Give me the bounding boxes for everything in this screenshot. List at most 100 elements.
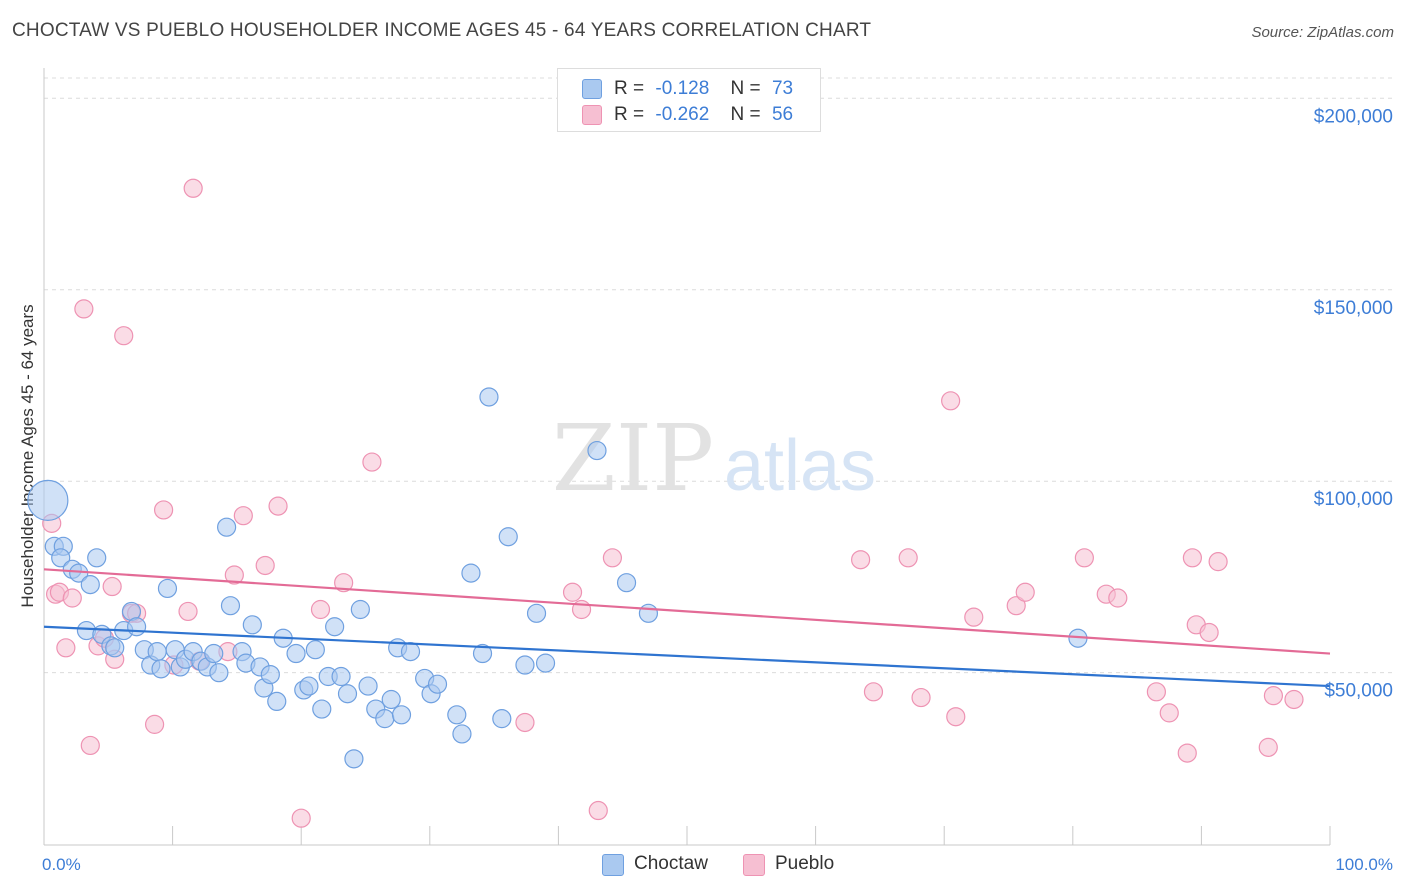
x-tick-label: 100.0%	[1335, 855, 1393, 874]
choctaw-r-label: R =	[614, 78, 645, 99]
choctaw-n-label: N =	[730, 78, 761, 99]
choctaw-point	[299, 676, 319, 696]
choctaw-point	[452, 724, 472, 744]
pueblo-point	[114, 326, 134, 346]
pueblo-point	[1159, 703, 1179, 723]
choctaw-point	[358, 676, 378, 696]
pueblo-r-value: -0.262	[655, 104, 710, 125]
choctaw-point	[242, 615, 262, 635]
pueblo-point	[362, 452, 382, 472]
pueblo-point	[515, 712, 535, 733]
source-label: Source: ZipAtlas.com	[1251, 24, 1394, 41]
choctaw-trend-line	[43, 625, 1331, 688]
y-tick-label: $150,000	[1314, 298, 1393, 319]
pueblo-point	[602, 548, 623, 568]
pueblo-point	[291, 808, 311, 828]
axes	[43, 68, 1331, 846]
pueblo-point	[1182, 548, 1202, 568]
watermark: ZIP atlas	[552, 405, 876, 512]
pueblo-point	[1284, 689, 1304, 710]
pueblo-point	[268, 496, 288, 516]
choctaw-point	[80, 575, 100, 595]
choctaw-point	[267, 691, 287, 712]
choctaw-point	[151, 659, 171, 679]
choctaw-point	[27, 479, 69, 521]
choctaw-point	[381, 689, 401, 710]
pueblo-point	[80, 735, 100, 756]
pueblo-point	[233, 506, 253, 526]
pueblo-point	[178, 601, 198, 622]
pueblo-point	[153, 500, 174, 520]
y-tick-label: $50,000	[1324, 681, 1393, 702]
choctaw-point	[126, 617, 147, 637]
choctaw-point	[337, 684, 358, 704]
pueblo-legend-swatch	[743, 854, 765, 876]
choctaw-point	[220, 596, 241, 616]
pueblo-point	[183, 178, 203, 198]
choctaw-point	[427, 674, 448, 694]
correlation-legend: R = -0.128 N = 73 R = -0.262 N = 56	[557, 68, 821, 132]
choctaw-point	[498, 527, 518, 547]
choctaw-point	[616, 573, 637, 593]
choctaw-point	[286, 643, 306, 664]
choctaw-point	[147, 642, 167, 662]
trend-lines	[43, 568, 1331, 688]
pueblo-point	[863, 682, 884, 702]
choctaw-points	[27, 387, 1088, 769]
choctaw-point	[515, 655, 535, 675]
pueblo-point	[1074, 548, 1094, 568]
pueblo-point	[1108, 588, 1128, 608]
pueblo-point	[224, 565, 244, 585]
choctaw-point	[461, 563, 481, 583]
pueblo-point	[1146, 682, 1166, 702]
watermark-atlas: atlas	[724, 426, 876, 506]
choctaw-point	[638, 603, 659, 623]
pueblo-point	[1258, 737, 1278, 757]
choctaw-point	[260, 664, 280, 685]
pueblo-point	[1006, 596, 1026, 616]
pueblo-point	[1199, 622, 1219, 643]
choctaw-point	[587, 440, 607, 461]
choctaw-point	[325, 617, 345, 637]
x-tick-labels: 0.0% 100.0%	[42, 855, 1393, 874]
pueblo-point	[941, 391, 961, 411]
pueblo-point	[255, 555, 275, 576]
choctaw-point	[312, 699, 332, 719]
pueblo-point	[1177, 743, 1197, 763]
choctaw-point	[305, 640, 325, 660]
choctaw-point	[535, 653, 556, 673]
choctaw-point	[105, 638, 125, 658]
choctaw-legend-label: Choctaw	[634, 853, 708, 874]
y-tick-label: $200,000	[1314, 106, 1393, 127]
choctaw-point	[492, 709, 512, 729]
choctaw-point	[375, 709, 395, 729]
pueblo-point	[144, 714, 165, 734]
choctaw-point	[472, 643, 493, 664]
pueblo-point	[851, 550, 871, 570]
pueblo-point	[946, 707, 966, 727]
choctaw-point	[51, 548, 71, 568]
pueblo-point	[310, 599, 331, 620]
pueblo-point	[1015, 582, 1035, 602]
choctaw-point	[479, 387, 499, 407]
choctaw-n-value: 73	[771, 78, 794, 99]
pueblo-point	[588, 800, 608, 821]
pueblo-point	[62, 588, 82, 608]
pueblo-point	[102, 576, 122, 597]
choctaw-point	[400, 642, 421, 662]
pueblo-point	[74, 299, 94, 319]
pueblo-n-label: N =	[730, 104, 761, 125]
choctaw-point	[447, 705, 467, 725]
choctaw-point	[350, 599, 370, 620]
pueblo-point	[898, 548, 918, 568]
pueblo-point	[56, 638, 76, 658]
pueblo-r-label: R =	[614, 104, 645, 125]
pueblo-point	[1208, 552, 1228, 572]
pueblo-point	[334, 573, 354, 593]
choctaw-point	[526, 603, 547, 623]
choctaw-point	[157, 578, 178, 599]
pueblo-point	[911, 687, 931, 708]
pueblo-point	[1263, 686, 1284, 706]
pueblo-point	[964, 607, 984, 627]
